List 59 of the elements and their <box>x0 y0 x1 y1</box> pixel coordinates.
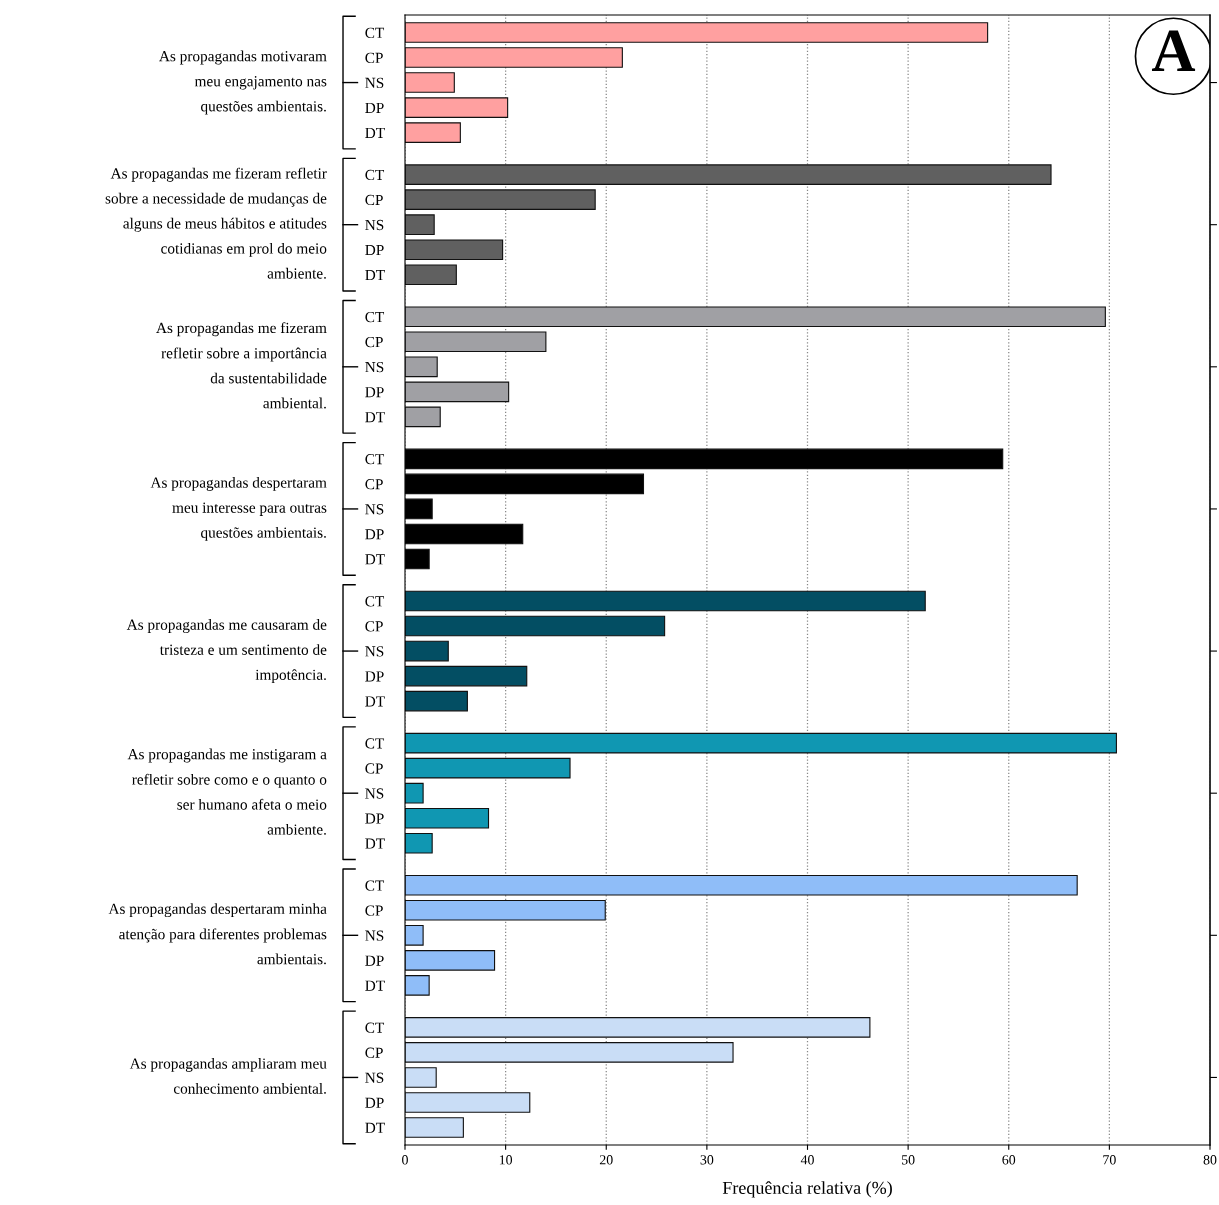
y-tick-label: CP <box>365 621 383 632</box>
y-tick-label: NS <box>365 77 384 89</box>
y-tick-label: DP <box>365 955 384 966</box>
text: As propagandas me fizeram refletir sobre a importância da sustentabilidade ambiental. <box>156 322 327 409</box>
y-tick-label: CT <box>365 169 385 181</box>
y-tick-label: CP <box>365 336 383 348</box>
y-tick-label: DT <box>365 838 385 849</box>
chart-title: A <box>1151 30 1196 71</box>
text: As propagandas me instigaram a refletir sobre como e o quanto o ser humano afeta o meio ambiente. <box>127 748 327 835</box>
y-tick-label: DP <box>365 245 384 256</box>
text: As propagandas me fizeram refletir sobre a necessidade de mudanças de alguns de meus hábitos e atitudes cotidianas em prol do meio ambiente. <box>105 167 327 279</box>
y-tick-label: DT <box>365 127 385 138</box>
y-tick-label: DT <box>365 980 385 991</box>
text: As propagandas ampliaram meu conhecimento ambiental. <box>129 1058 327 1094</box>
y-tick-label: NS <box>365 1072 384 1083</box>
x-tick-label: 50 <box>901 1155 915 1165</box>
y-tick-label: CT <box>365 311 385 323</box>
x-tick-label: 0 <box>402 1155 408 1165</box>
y-tick-label: DP <box>365 813 384 824</box>
x-tick-label: 40 <box>800 1155 814 1165</box>
y-tick-label: NS <box>365 362 384 373</box>
y-tick-label: NS <box>365 788 384 799</box>
y-tick-label: DT <box>365 412 385 423</box>
y-tick-label: DP <box>365 529 384 540</box>
y-tick-label: DP <box>365 1097 384 1108</box>
text: As propagandas me causaram de tristeza e um sentimento de impotência. <box>126 619 327 684</box>
y-tick-label: CP <box>365 479 383 490</box>
y-tick-label: NS <box>365 504 384 515</box>
y-tick-label: NS <box>365 930 384 941</box>
y-tick-label: CT <box>365 596 385 607</box>
y-tick-label: CP <box>365 1047 383 1058</box>
y-tick-label: CT <box>365 738 385 749</box>
y-tick-label: CT <box>365 1022 385 1033</box>
x-tick-label: 20 <box>599 1155 613 1165</box>
y-tick-label: NS <box>365 646 384 657</box>
x-axis-title: Frequência relativa (%) <box>722 1181 892 1198</box>
y-tick-label: CT <box>365 27 385 38</box>
y-tick-label: CP <box>365 52 383 63</box>
y-tick-label: DT <box>365 270 385 281</box>
y-tick-label: DP <box>365 671 384 682</box>
x-tick-label: 70 <box>1103 1155 1116 1165</box>
x-tick-label: 30 <box>700 1155 714 1165</box>
y-tick-label: DP <box>365 102 384 113</box>
y-tick-label: NS <box>365 219 384 231</box>
x-tick-label: 60 <box>1002 1155 1016 1165</box>
y-tick-label: CT <box>365 454 385 465</box>
y-tick-label: CP <box>365 905 383 916</box>
text: As propagandas despertaram meu interesse para outras questões ambientais. <box>150 477 327 541</box>
y-tick-label: CP <box>365 194 383 206</box>
x-tick-label: 10 <box>499 1155 513 1165</box>
y-tick-label: CP <box>365 763 383 774</box>
text: As propagandas motivaram meu engajamento nas questões ambientais. <box>159 50 327 115</box>
y-tick-label: DT <box>365 1122 385 1133</box>
text: As propagandas despertaram minha atenção para diferentes problemas ambientais. <box>108 903 327 965</box>
y-tick-label: DT <box>365 696 385 707</box>
y-tick-label: DP <box>365 387 384 398</box>
x-tick-label: 80 <box>1203 1155 1217 1165</box>
y-tick-label: DT <box>365 554 385 565</box>
y-tick-label: CT <box>365 880 385 891</box>
